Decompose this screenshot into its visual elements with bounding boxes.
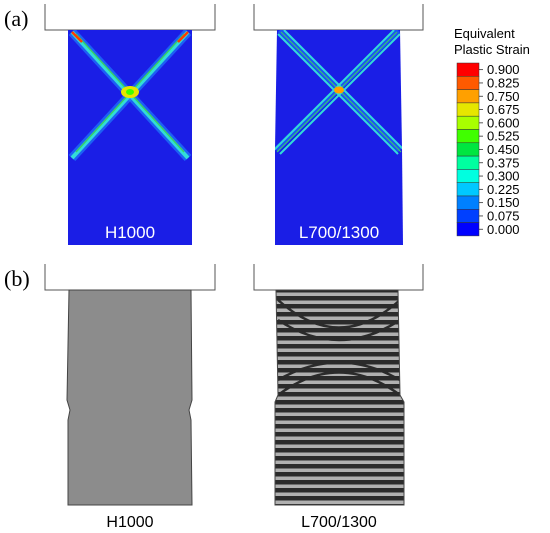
legend-title-line2: Plastic Strain xyxy=(454,42,530,57)
legend-value: 0.600 xyxy=(487,115,520,130)
legend-swatch xyxy=(456,209,480,223)
specimen-a-left-label: H1000 xyxy=(105,223,155,242)
legend-value: 0.525 xyxy=(487,129,520,144)
specimen-b-l7001300 xyxy=(274,289,405,506)
specimen-a-right-label: L700/1300 xyxy=(299,223,379,242)
platen-a-right xyxy=(253,4,424,31)
legend-swatch xyxy=(456,142,480,157)
legend-value: 0.375 xyxy=(487,155,520,170)
legend-swatch xyxy=(456,115,480,130)
platen-a-left xyxy=(44,4,216,31)
legend-value: 0.750 xyxy=(487,89,520,104)
legend-value: 0.675 xyxy=(487,102,520,117)
legend-swatch xyxy=(456,222,480,237)
platen-b-left xyxy=(44,264,216,291)
legend-swatch xyxy=(456,195,480,210)
legend-swatch xyxy=(456,62,480,77)
specimen-a-l7001300 xyxy=(275,30,403,245)
specimen-b-right-label: L700/1300 xyxy=(301,514,377,531)
legend-value: 0.225 xyxy=(487,182,520,197)
legend-title-line1: Equivalent xyxy=(454,26,515,41)
panel-label-a: (a) xyxy=(4,6,28,31)
legend: Equivalent Plastic Strain 0.9000.8250.75… xyxy=(454,26,530,237)
legend-swatches: 0.9000.8250.7500.6750.6000.5250.4500.375… xyxy=(456,62,520,237)
legend-swatch xyxy=(456,182,480,197)
legend-value: 0.000 xyxy=(487,222,520,237)
legend-swatch xyxy=(456,129,480,144)
legend-value: 0.450 xyxy=(487,142,520,157)
panel-label-b: (b) xyxy=(4,266,30,291)
legend-value: 0.825 xyxy=(487,75,520,90)
platen-b-right xyxy=(253,264,424,291)
specimen-b-h1000 xyxy=(66,289,193,506)
legend-swatch xyxy=(456,76,480,90)
legend-swatch xyxy=(456,169,480,183)
specimen-b-left-label: H1000 xyxy=(106,514,153,531)
legend-swatch xyxy=(456,155,480,170)
legend-value: 0.075 xyxy=(487,208,520,223)
legend-swatch xyxy=(456,102,480,117)
legend-swatch xyxy=(456,89,480,104)
specimen-a-h1000 xyxy=(68,30,192,245)
legend-value: 0.900 xyxy=(487,62,520,77)
legend-value: 0.300 xyxy=(487,169,520,184)
legend-value: 0.150 xyxy=(487,195,520,210)
